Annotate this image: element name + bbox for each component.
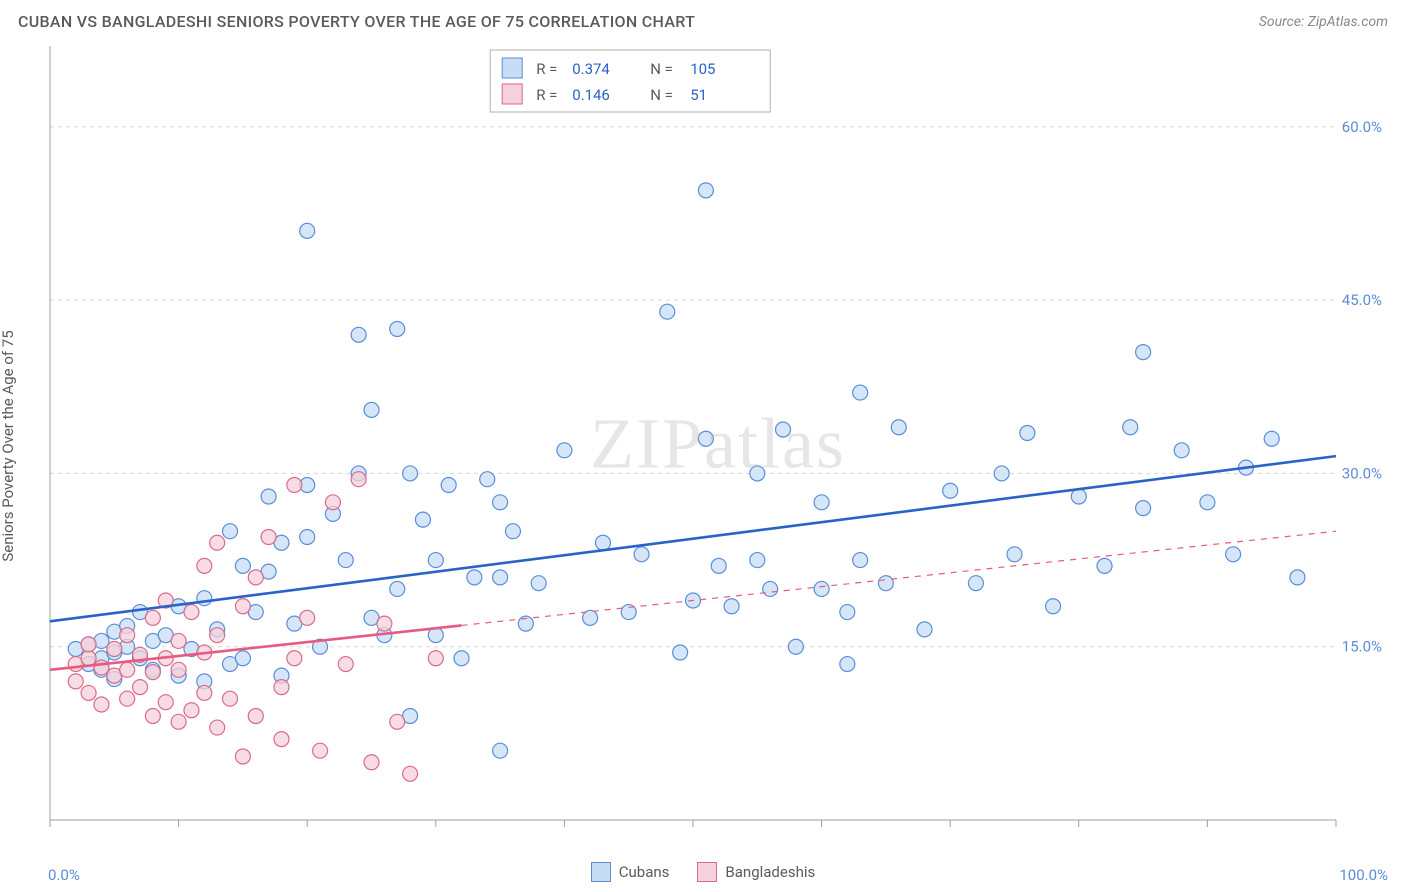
chart-area: 15.0% 30.0% 45.0% 60.0% R = 0.374 N = 105 R = 0.1… bbox=[48, 44, 1388, 844]
legend-item-cubans: Cubans bbox=[591, 862, 670, 882]
svg-text:N =: N = bbox=[650, 86, 673, 104]
svg-text:60.0%: 60.0% bbox=[1342, 118, 1382, 136]
svg-text:0.374: 0.374 bbox=[572, 60, 610, 78]
bottom-legend: Cubans Bangladeshis bbox=[0, 862, 1406, 882]
chart-title: CUBAN VS BANGLADESHI SENIORS POVERTY OVE… bbox=[18, 12, 695, 31]
svg-text:105: 105 bbox=[690, 60, 715, 78]
swatch-icon bbox=[697, 862, 717, 882]
svg-text:51: 51 bbox=[690, 86, 707, 104]
svg-text:45.0%: 45.0% bbox=[1342, 291, 1382, 309]
chart-source: Source: ZipAtlas.com bbox=[1259, 14, 1388, 30]
legend-label: Bangladeshis bbox=[725, 863, 815, 881]
legend-label: Cubans bbox=[619, 863, 670, 881]
svg-text:R =: R = bbox=[536, 86, 557, 104]
swatch-icon bbox=[591, 862, 611, 882]
svg-text:15.0%: 15.0% bbox=[1342, 638, 1382, 656]
chart-header: CUBAN VS BANGLADESHI SENIORS POVERTY OVE… bbox=[0, 0, 1406, 37]
svg-text:30.0%: 30.0% bbox=[1342, 464, 1382, 482]
svg-text:N =: N = bbox=[650, 60, 673, 78]
scatter-plot: 15.0% 30.0% 45.0% 60.0% R = 0.374 N = 105 R = 0.1… bbox=[48, 44, 1388, 844]
svg-text:0.146: 0.146 bbox=[572, 86, 610, 104]
y-axis-label: Seniors Poverty Over the Age of 75 bbox=[0, 330, 17, 561]
legend-item-bangladeshis: Bangladeshis bbox=[697, 862, 815, 882]
svg-text:R =: R = bbox=[536, 60, 557, 78]
